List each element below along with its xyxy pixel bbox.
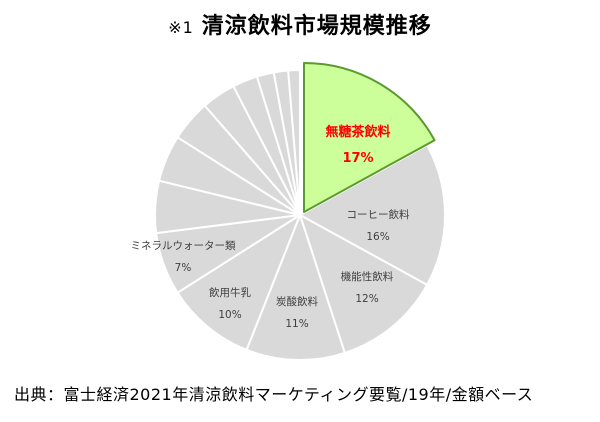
title-text: 清涼飲料市場規模推移 [201,14,432,39]
slice-label-name-0: 無糖茶飲料 [325,124,390,140]
slice-label-value-5: 7% [175,262,192,274]
chart-title: ※1 清涼飲料市場規模推移 [0,8,600,40]
slice-label-name-2: 機能性飲料 [341,270,394,283]
slice-label-value-1: 16% [366,231,389,243]
source-note: 出典：富士経済2021年清涼飲料マーケティング要覧/19年/金額ベース [14,385,534,404]
slice-label-name-4: 飲用牛乳 [209,286,251,299]
slice-label-value-0: 17% [342,151,373,166]
pie-slice-2 [299,214,429,354]
pie-slice-1 [299,144,446,286]
slice-label-value-4: 10% [218,309,241,321]
slice-label-name-1: コーヒー飲料 [347,208,410,221]
slice-label-value-3: 11% [285,318,308,330]
pie-slice-4 [176,214,301,351]
pie-slice-13 [287,69,301,216]
slice-label-value-2: 12% [355,293,378,305]
title-note-mark: ※1 [168,18,194,37]
pie-slice-0 [303,62,436,213]
slice-label-name-3: 炭酸飲料 [276,295,318,308]
pie-slice-3 [245,214,346,361]
slice-label-name-5: ミネラルウォーター類 [131,240,236,252]
